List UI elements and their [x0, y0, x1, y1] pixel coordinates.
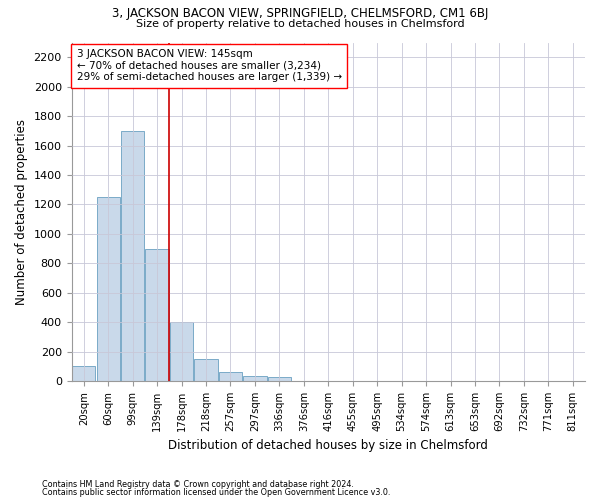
Text: Contains public sector information licensed under the Open Government Licence v3: Contains public sector information licen… — [42, 488, 391, 497]
Bar — [145, 248, 169, 381]
Text: 3, JACKSON BACON VIEW, SPRINGFIELD, CHELMSFORD, CM1 6BJ: 3, JACKSON BACON VIEW, SPRINGFIELD, CHEL… — [112, 8, 488, 20]
Bar — [121, 131, 144, 381]
Bar — [170, 322, 193, 381]
Bar — [243, 376, 266, 381]
Bar — [219, 372, 242, 381]
Bar — [97, 197, 120, 381]
Bar — [268, 378, 291, 381]
Text: Contains HM Land Registry data © Crown copyright and database right 2024.: Contains HM Land Registry data © Crown c… — [42, 480, 354, 489]
Text: 3 JACKSON BACON VIEW: 145sqm
← 70% of detached houses are smaller (3,234)
29% of: 3 JACKSON BACON VIEW: 145sqm ← 70% of de… — [77, 50, 342, 82]
X-axis label: Distribution of detached houses by size in Chelmsford: Distribution of detached houses by size … — [169, 440, 488, 452]
Bar — [194, 359, 218, 381]
Bar — [72, 366, 95, 381]
Y-axis label: Number of detached properties: Number of detached properties — [15, 119, 28, 305]
Text: Size of property relative to detached houses in Chelmsford: Size of property relative to detached ho… — [136, 19, 464, 29]
